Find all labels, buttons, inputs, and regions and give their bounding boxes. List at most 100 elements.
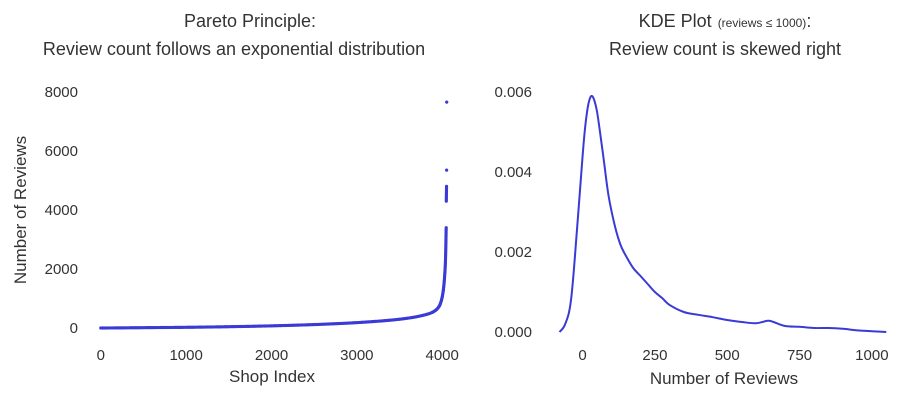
right-xticks: 0 250 500 750 1000 bbox=[578, 347, 888, 364]
scatter-point bbox=[444, 248, 448, 252]
left-ytick-label: 4000 bbox=[45, 202, 78, 219]
right-title-part3: : bbox=[806, 11, 811, 31]
left-ytick-label: 8000 bbox=[45, 84, 78, 101]
left-title-line2: Review count follows an exponential dist… bbox=[43, 39, 425, 59]
scatter-point bbox=[445, 100, 449, 104]
scatter-point bbox=[444, 239, 448, 243]
scatter-point bbox=[445, 168, 449, 172]
right-ytick-label: 0.002 bbox=[494, 244, 532, 261]
right-xlabel: Number of Reviews bbox=[650, 369, 798, 388]
right-ytick-label: 0.000 bbox=[494, 324, 532, 341]
scatter-point bbox=[441, 291, 445, 296]
scatter-point bbox=[422, 313, 426, 317]
scatter-point bbox=[166, 325, 170, 330]
scatter-point bbox=[200, 325, 204, 329]
scatter-point bbox=[370, 320, 375, 324]
left-xlabel: Shop Index bbox=[229, 367, 316, 386]
scatter-point bbox=[442, 284, 446, 288]
scatter-point bbox=[345, 321, 349, 325]
scatter-point bbox=[379, 319, 383, 323]
scatter-point bbox=[440, 294, 445, 298]
scatter-point bbox=[444, 195, 448, 199]
scatter-point bbox=[251, 324, 255, 328]
left-points bbox=[99, 100, 449, 330]
scatter-point bbox=[444, 230, 448, 234]
scatter-point bbox=[443, 274, 447, 278]
right-ytick-label: 0.004 bbox=[494, 164, 532, 181]
right-xtick-label: 1000 bbox=[855, 347, 888, 364]
scatter-point bbox=[268, 324, 272, 328]
scatter-point bbox=[225, 325, 230, 329]
right-title-part2: (reviews ≤ 1000) bbox=[718, 16, 807, 30]
scatter-point bbox=[183, 325, 187, 329]
scatter-point bbox=[444, 190, 449, 194]
scatter-point bbox=[311, 323, 315, 327]
left-xticks: 0 1000 2000 3000 4000 bbox=[97, 347, 459, 364]
scatter-point bbox=[441, 288, 445, 292]
right-xtick-label: 750 bbox=[787, 347, 812, 364]
scatter-point bbox=[259, 324, 264, 328]
left-ytick-label: 0 bbox=[70, 320, 78, 337]
scatter-point bbox=[148, 326, 153, 330]
scatter-point bbox=[409, 316, 413, 320]
scatter-point bbox=[442, 279, 446, 284]
scatter-point bbox=[157, 325, 161, 330]
scatter-point bbox=[106, 326, 110, 330]
left-xtick-label: 2000 bbox=[255, 347, 288, 364]
scatter-point bbox=[285, 323, 289, 328]
left-ytick-label: 6000 bbox=[45, 143, 78, 160]
scatter-point bbox=[387, 318, 392, 322]
scatter-point bbox=[328, 322, 332, 326]
scatter-point bbox=[217, 325, 221, 329]
right-title-part1: KDE Plot bbox=[639, 11, 712, 31]
scatter-point bbox=[123, 326, 127, 330]
scatter-point bbox=[396, 317, 400, 322]
right-xtick-label: 0 bbox=[578, 347, 586, 364]
scatter-point bbox=[400, 317, 404, 321]
scatter-point bbox=[443, 261, 447, 265]
scatter-point bbox=[417, 314, 422, 318]
left-xtick-label: 1000 bbox=[169, 347, 202, 364]
scatter-point bbox=[353, 321, 358, 325]
scatter-point bbox=[439, 300, 443, 304]
right-title-line2: Review count is skewed right bbox=[609, 39, 841, 59]
scatter-point bbox=[131, 326, 136, 330]
scatter-point bbox=[302, 323, 306, 327]
scatter-point bbox=[444, 186, 449, 190]
left-title-line1: Pareto Principle: bbox=[184, 11, 316, 31]
right-title-line1: KDE Plot (reviews ≤ 1000): bbox=[639, 11, 812, 31]
scatter-point bbox=[336, 321, 340, 326]
left-xtick-label: 0 bbox=[97, 347, 105, 364]
right-yticks: 0.000 0.002 0.004 0.006 bbox=[494, 84, 532, 341]
scatter-point bbox=[191, 325, 195, 329]
scatter-point bbox=[114, 326, 119, 330]
right-xtick-label: 500 bbox=[715, 347, 740, 364]
scatter-point bbox=[444, 234, 448, 239]
left-chart: Pareto Principle: Review count follows a… bbox=[11, 11, 459, 386]
scatter-point bbox=[405, 316, 409, 320]
scatter-point bbox=[277, 324, 281, 328]
left-xtick-label: 3000 bbox=[340, 347, 373, 364]
scatter-point bbox=[426, 312, 430, 316]
left-ylabel: Number of Reviews bbox=[11, 136, 30, 284]
scatter-point bbox=[208, 325, 212, 329]
scatter-point bbox=[234, 324, 238, 329]
left-ytick-label: 2000 bbox=[45, 261, 78, 278]
scatter-point bbox=[242, 324, 247, 329]
scatter-point bbox=[140, 326, 144, 330]
left-xtick-label: 4000 bbox=[426, 347, 459, 364]
right-ytick-label: 0.006 bbox=[494, 84, 532, 101]
left-yticks: 0 2000 4000 6000 8000 bbox=[45, 84, 78, 337]
scatter-point bbox=[319, 322, 323, 326]
right-xtick-label: 250 bbox=[642, 347, 667, 364]
scatter-point bbox=[362, 320, 366, 324]
scatter-point bbox=[443, 267, 447, 271]
scatter-point bbox=[443, 255, 448, 259]
right-chart: KDE Plot (reviews ≤ 1000): Review count i… bbox=[494, 11, 888, 388]
scatter-point bbox=[174, 325, 178, 329]
scatter-point bbox=[294, 323, 298, 327]
scatter-point bbox=[444, 227, 448, 231]
kde-line bbox=[558, 94, 887, 333]
scatter-point bbox=[413, 315, 417, 319]
